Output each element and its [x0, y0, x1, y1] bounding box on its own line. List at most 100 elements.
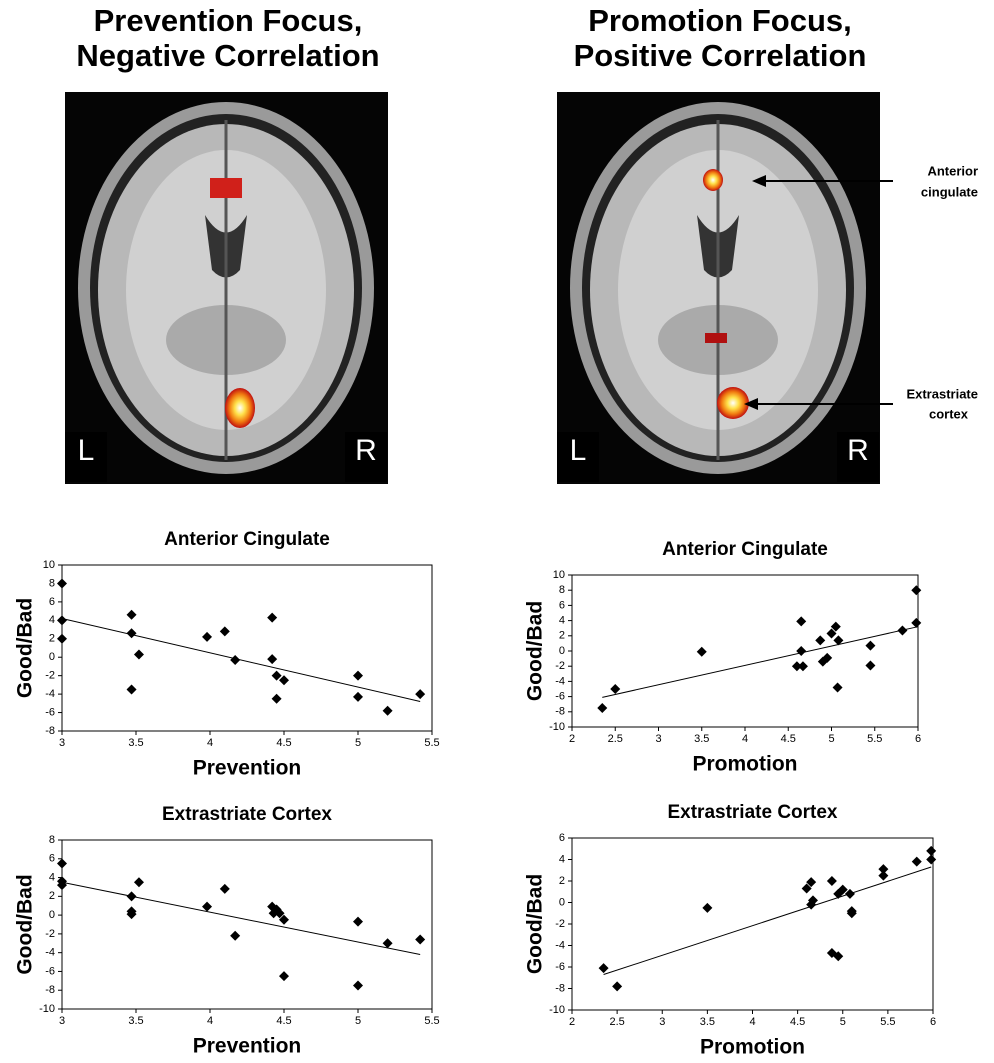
side-label: L: [78, 434, 95, 467]
point: [865, 641, 875, 651]
point: [127, 610, 137, 620]
y-tick-label: -10: [39, 1003, 55, 1015]
annotation: cortex: [929, 406, 969, 421]
point: [815, 635, 825, 645]
x-tick-label: 5: [828, 733, 834, 745]
plot-frame: [62, 565, 432, 731]
point: [911, 585, 921, 595]
point: [353, 671, 363, 681]
x-tick-label: 5.5: [424, 1015, 439, 1027]
chart-title: Extrastriate Cortex: [162, 804, 332, 825]
y-tick-label: -6: [45, 706, 55, 718]
y-tick-label: -4: [45, 688, 55, 700]
point: [57, 634, 67, 644]
y-tick-label: 2: [559, 875, 565, 887]
trend-line: [62, 618, 420, 701]
x-tick-label: 2.5: [609, 1016, 624, 1028]
point: [798, 661, 808, 671]
y-tick-label: 6: [49, 596, 55, 608]
y-tick-label: -10: [549, 1004, 565, 1016]
y-tick-label: -2: [45, 928, 55, 940]
point: [202, 902, 212, 912]
y-tick-label: 4: [49, 871, 55, 883]
y-tick-label: 10: [553, 569, 565, 581]
x-tick-label: 3.5: [128, 1015, 143, 1027]
x-tick-label: 3: [655, 733, 661, 745]
point: [272, 694, 282, 704]
x-tick-label: 5.5: [867, 733, 882, 745]
y-tick-label: -8: [555, 982, 565, 994]
side-label: R: [355, 434, 377, 467]
point: [878, 864, 888, 874]
y-tick-label: 0: [49, 909, 55, 921]
x-tick-label: 3.5: [128, 737, 143, 749]
point: [415, 935, 425, 945]
x-tick-label: 4: [742, 733, 748, 745]
point: [926, 846, 936, 856]
y-tick-label: -6: [555, 691, 565, 703]
point: [383, 706, 393, 716]
point: [134, 649, 144, 659]
x-tick-label: 4: [207, 1015, 213, 1027]
y-tick-label: 6: [49, 853, 55, 865]
y-axis-title: Good/Bad: [14, 598, 37, 698]
plot-frame: [572, 575, 918, 727]
point: [897, 625, 907, 635]
y-tick-label: 2: [49, 890, 55, 902]
annotation: Anterior: [927, 163, 978, 178]
plot-frame: [62, 840, 432, 1009]
point: [610, 684, 620, 694]
point: [272, 671, 282, 681]
y-axis-title: Good/Bad: [524, 601, 547, 701]
y-tick-label: 4: [49, 614, 55, 626]
x-tick-label: 5: [355, 737, 361, 749]
x-tick-label: 2.5: [608, 733, 623, 745]
x-tick-label: 5: [355, 1015, 361, 1027]
point: [912, 857, 922, 867]
point: [127, 628, 137, 638]
y-tick-label: 8: [49, 834, 55, 846]
trend-line: [604, 867, 932, 975]
panel-title: Positive Correlation: [574, 38, 867, 73]
point: [220, 884, 230, 894]
y-tick-label: 2: [49, 633, 55, 645]
chart-title: Extrastriate Cortex: [667, 802, 837, 823]
point: [353, 981, 363, 991]
point: [127, 685, 137, 695]
x-tick-label: 6: [930, 1016, 936, 1028]
point: [697, 647, 707, 657]
y-tick-label: -6: [45, 965, 55, 977]
panel-title: Prevention Focus,: [94, 3, 363, 38]
y-tick-label: 10: [43, 559, 55, 571]
y-axis-title: Good/Bad: [14, 874, 37, 974]
x-tick-label: 5: [840, 1016, 846, 1028]
y-tick-label: 8: [49, 577, 55, 589]
y-tick-label: -8: [45, 984, 55, 996]
x-tick-label: 4.5: [790, 1016, 805, 1028]
point: [267, 654, 277, 664]
y-tick-label: 2: [559, 630, 565, 642]
point: [911, 618, 921, 628]
y-tick-label: 4: [559, 615, 565, 627]
point: [415, 689, 425, 699]
y-tick-label: -2: [45, 670, 55, 682]
x-tick-label: 3.5: [694, 733, 709, 745]
point: [599, 963, 609, 973]
point: [57, 615, 67, 625]
x-tick-label: 4.5: [276, 737, 291, 749]
figure: Prevention Focus, Negative Correlation P…: [0, 0, 994, 1063]
point: [926, 855, 936, 865]
y-tick-label: -2: [555, 918, 565, 930]
point: [353, 692, 363, 702]
point: [127, 891, 137, 901]
point: [796, 616, 806, 626]
panel-title: Negative Correlation: [76, 38, 379, 73]
y-tick-label: -4: [45, 947, 55, 959]
point: [612, 981, 622, 991]
x-tick-label: 5.5: [880, 1016, 895, 1028]
x-axis-title: Prevention: [193, 757, 302, 780]
point: [202, 632, 212, 642]
point: [833, 682, 843, 692]
point: [827, 876, 837, 886]
point: [220, 626, 230, 636]
